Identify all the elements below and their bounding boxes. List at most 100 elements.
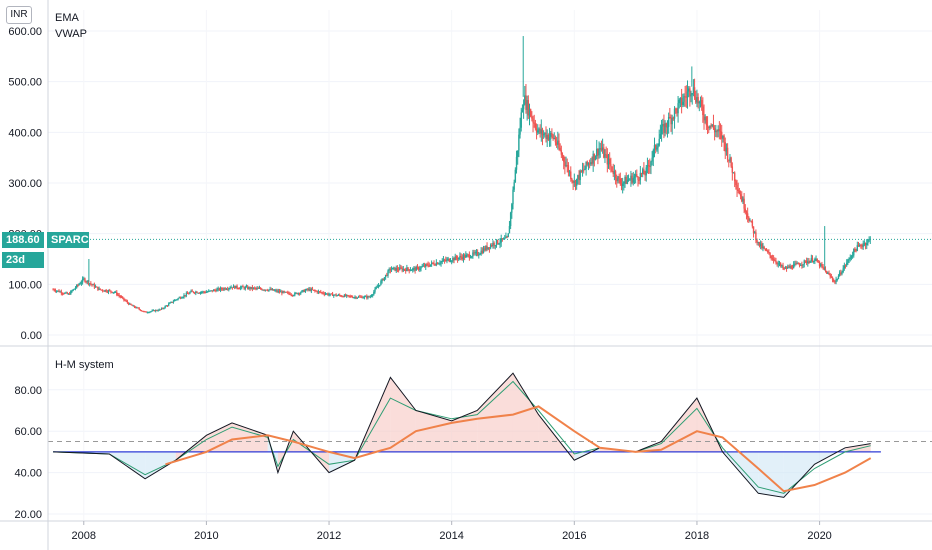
candle-body[interactable] xyxy=(625,177,627,184)
candle-body[interactable] xyxy=(149,311,151,313)
candle-body[interactable] xyxy=(725,147,728,152)
candle-body[interactable] xyxy=(638,179,640,181)
candle-body[interactable] xyxy=(322,292,324,294)
candle-body[interactable] xyxy=(300,292,302,294)
candle-body[interactable] xyxy=(462,255,465,260)
candle-body[interactable] xyxy=(140,310,143,312)
candle-body[interactable] xyxy=(501,238,504,240)
candle-body[interactable] xyxy=(583,169,585,171)
candle-body[interactable] xyxy=(179,297,182,299)
candle-body[interactable] xyxy=(439,263,441,265)
candle-body[interactable] xyxy=(840,272,842,275)
candle-body[interactable] xyxy=(413,267,415,269)
candle-body[interactable] xyxy=(862,244,864,247)
candle-body[interactable] xyxy=(172,301,175,303)
candle-body[interactable] xyxy=(255,287,257,289)
candle-body[interactable] xyxy=(435,262,438,266)
candle-body[interactable] xyxy=(354,296,356,298)
candle-body[interactable] xyxy=(314,289,316,291)
candle-body[interactable] xyxy=(687,88,690,92)
candle-body[interactable] xyxy=(170,301,172,303)
candle-body[interactable] xyxy=(756,240,758,243)
candle-body[interactable] xyxy=(118,294,120,296)
candle-body[interactable] xyxy=(700,100,703,107)
candle-body[interactable] xyxy=(263,289,265,291)
candle-body[interactable] xyxy=(445,260,447,262)
candle-body[interactable] xyxy=(68,293,71,295)
candle-body[interactable] xyxy=(821,264,823,267)
candle-body[interactable] xyxy=(217,288,219,290)
candle-body[interactable] xyxy=(856,245,859,251)
candle-body[interactable] xyxy=(282,291,284,294)
candle-body[interactable] xyxy=(603,147,605,158)
candle-body[interactable] xyxy=(272,289,275,291)
candle-body[interactable] xyxy=(425,264,427,267)
candle-body[interactable] xyxy=(738,190,741,195)
candle-body[interactable] xyxy=(846,262,848,266)
candle-body[interactable] xyxy=(454,256,456,261)
candle-body[interactable] xyxy=(842,268,844,273)
candle-body[interactable] xyxy=(702,106,704,116)
candle-body[interactable] xyxy=(420,266,422,269)
candle-body[interactable] xyxy=(463,255,466,258)
candle-body[interactable] xyxy=(173,300,176,302)
candle-body[interactable] xyxy=(691,93,693,95)
candle-body[interactable] xyxy=(369,296,372,298)
candle-body[interactable] xyxy=(515,156,518,170)
candle-body[interactable] xyxy=(146,312,149,314)
candle-body[interactable] xyxy=(252,287,255,289)
candle-body[interactable] xyxy=(697,96,699,104)
candle-body[interactable] xyxy=(721,131,723,139)
candle-body[interactable] xyxy=(79,283,81,285)
candle-body[interactable] xyxy=(612,170,614,174)
candle-body[interactable] xyxy=(335,294,337,296)
candle-body[interactable] xyxy=(124,299,126,301)
candle-body[interactable] xyxy=(63,293,65,295)
candle-body[interactable] xyxy=(830,276,833,278)
candle-body[interactable] xyxy=(809,260,811,263)
candle-body[interactable] xyxy=(57,290,59,292)
candle-body[interactable] xyxy=(482,248,485,253)
candle-body[interactable] xyxy=(324,293,327,295)
candle-body[interactable] xyxy=(808,261,810,263)
candle-body[interactable] xyxy=(248,287,250,289)
candle-body[interactable] xyxy=(267,290,269,292)
candle-body[interactable] xyxy=(133,305,136,308)
candle-body[interactable] xyxy=(123,297,125,300)
candle-body[interactable] xyxy=(257,287,259,289)
candle-body[interactable] xyxy=(511,204,513,213)
candle-body[interactable] xyxy=(167,303,170,306)
candle-body[interactable] xyxy=(295,292,297,294)
candle-body[interactable] xyxy=(785,267,788,269)
candle-body[interactable] xyxy=(754,232,756,234)
candle-body[interactable] xyxy=(229,287,231,289)
candle-body[interactable] xyxy=(218,288,221,291)
candle-body[interactable] xyxy=(545,133,547,139)
candle-body[interactable] xyxy=(529,109,532,117)
candle-body[interactable] xyxy=(92,284,94,286)
candle-body[interactable] xyxy=(815,258,817,260)
candle-body[interactable] xyxy=(106,291,109,293)
candle-body[interactable] xyxy=(119,295,122,297)
candle-body[interactable] xyxy=(483,248,486,251)
candle-body[interactable] xyxy=(586,161,588,165)
candle-body[interactable] xyxy=(338,294,341,296)
candle-body[interactable] xyxy=(186,293,189,295)
candle-body[interactable] xyxy=(623,181,625,184)
candle-body[interactable] xyxy=(735,181,737,185)
candle-body[interactable] xyxy=(279,291,282,293)
candle-body[interactable] xyxy=(827,272,829,274)
candle-body[interactable] xyxy=(487,247,489,250)
candle-body[interactable] xyxy=(189,292,191,294)
candle-body[interactable] xyxy=(695,97,697,103)
candle-body[interactable] xyxy=(617,176,619,182)
candle-body[interactable] xyxy=(183,295,185,297)
candle-body[interactable] xyxy=(505,236,507,239)
candle-body[interactable] xyxy=(346,295,348,297)
candle-body[interactable] xyxy=(592,153,594,164)
candle-body[interactable] xyxy=(506,236,508,238)
candle-body[interactable] xyxy=(460,256,462,258)
candle-body[interactable] xyxy=(144,311,146,313)
candle-body[interactable] xyxy=(831,277,834,280)
